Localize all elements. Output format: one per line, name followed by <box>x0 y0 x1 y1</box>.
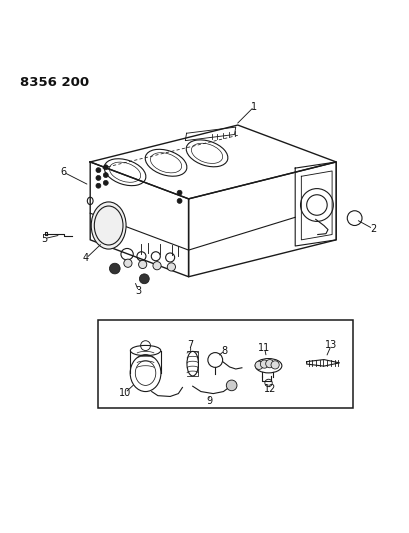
Circle shape <box>96 175 101 180</box>
Circle shape <box>103 180 108 185</box>
Circle shape <box>153 262 161 270</box>
Bar <box>98 320 352 408</box>
Circle shape <box>254 361 263 369</box>
Text: 4: 4 <box>83 253 89 263</box>
Text: 5: 5 <box>41 233 47 244</box>
Circle shape <box>177 190 182 195</box>
Text: 10: 10 <box>119 388 131 398</box>
Circle shape <box>96 183 101 188</box>
Circle shape <box>109 263 120 274</box>
Text: 9: 9 <box>206 396 211 406</box>
Text: 12: 12 <box>263 384 275 394</box>
Text: 1: 1 <box>251 102 256 111</box>
Text: 3: 3 <box>135 286 141 296</box>
Text: 8: 8 <box>221 345 227 356</box>
Ellipse shape <box>91 202 126 249</box>
Text: 7: 7 <box>187 340 193 350</box>
Circle shape <box>226 380 236 391</box>
Text: 8356 200: 8356 200 <box>20 76 90 89</box>
Circle shape <box>124 259 132 268</box>
Text: 6: 6 <box>61 167 66 177</box>
Circle shape <box>139 274 149 284</box>
Circle shape <box>138 260 146 269</box>
Circle shape <box>103 173 108 177</box>
Circle shape <box>96 168 101 173</box>
Circle shape <box>265 360 273 368</box>
Text: 11: 11 <box>258 343 270 353</box>
Circle shape <box>167 263 175 271</box>
Circle shape <box>177 198 182 204</box>
Text: 2: 2 <box>369 224 375 234</box>
Circle shape <box>260 360 268 368</box>
Circle shape <box>103 165 108 169</box>
Circle shape <box>270 361 279 369</box>
Text: 13: 13 <box>324 340 337 350</box>
